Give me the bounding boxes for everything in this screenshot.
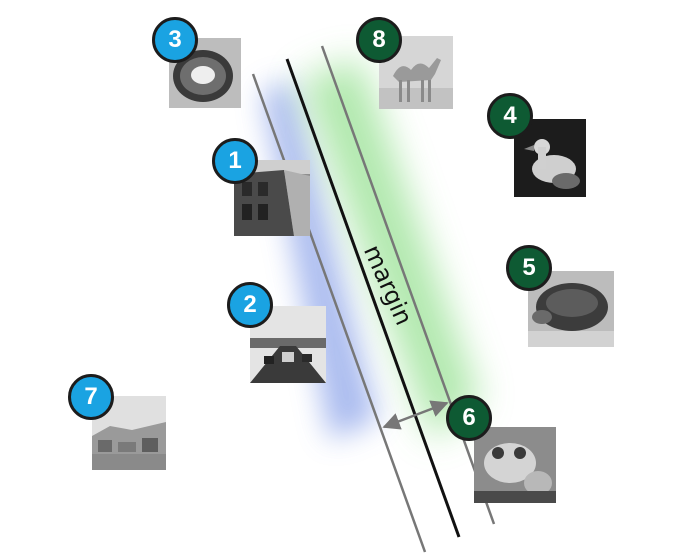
tortoise-photo <box>528 271 614 347</box>
point-4-badge: 4 <box>487 93 533 139</box>
green-class-glow <box>300 58 480 440</box>
point-6-badge: 6 <box>446 395 492 441</box>
point-1-badge: 1 <box>212 138 258 184</box>
point-8-badge: 8 <box>356 17 402 63</box>
margin-line-left <box>251 73 427 553</box>
margin-line-right <box>320 45 496 525</box>
tortoise-photo-graphic <box>528 271 614 347</box>
city-skyline-photo-graphic <box>92 396 166 470</box>
decision-boundary-line <box>285 58 461 538</box>
city-skyline-photo <box>92 396 166 470</box>
point-2-badge: 2 <box>227 282 273 328</box>
point-5-badge: 5 <box>506 245 552 291</box>
frog-photo-graphic <box>474 427 556 503</box>
margin-width-arrow <box>382 400 449 430</box>
point-3-badge: 3 <box>152 17 198 63</box>
camel-photo <box>379 36 453 109</box>
frog-photo <box>474 427 556 503</box>
point-7-badge: 7 <box>68 374 114 420</box>
camel-photo-graphic <box>379 36 453 109</box>
